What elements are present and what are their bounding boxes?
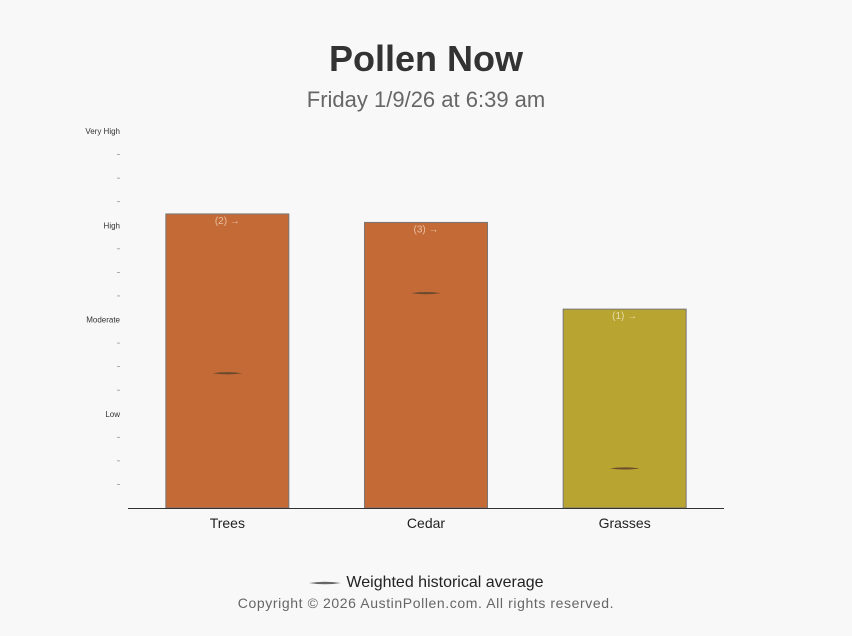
bar-grasses [562, 308, 687, 509]
bar-label-trees: (2) → [215, 216, 240, 227]
chart-subtitle: Friday 1/9/26 at 6:39 am [306, 87, 546, 112]
y-level-label: High [104, 221, 120, 230]
historical-average-marker-trees [212, 372, 243, 375]
y-level-label: Moderate [86, 316, 120, 325]
bar-label-grasses: (1) → [612, 311, 637, 322]
bar-label-cedar: (3) → [414, 224, 439, 235]
historical-average-legend-swatch [309, 581, 342, 585]
bar-trees [165, 213, 290, 509]
x-category-label: Cedar [407, 515, 445, 531]
x-category-label: Trees [210, 515, 245, 531]
historical-average-marker-grasses [609, 467, 640, 470]
legend: Weighted historical average [0, 574, 852, 592]
bar-cedar [364, 221, 488, 509]
legend-label: Weighted historical average [346, 574, 544, 591]
x-category-label: Grasses [599, 515, 651, 531]
y-level-label: Very High [85, 127, 120, 136]
pollen-bar-chart: Low Moderate High Very High (2) → Trees (3) → C… [85, 127, 724, 531]
y-level-label: Low [105, 410, 120, 419]
copyright-notice: Copyright © 2026 AustinPollen.com. All r… [237, 595, 615, 611]
historical-average-marker-cedar [411, 292, 441, 295]
chart-title: Pollen Now [328, 38, 523, 79]
